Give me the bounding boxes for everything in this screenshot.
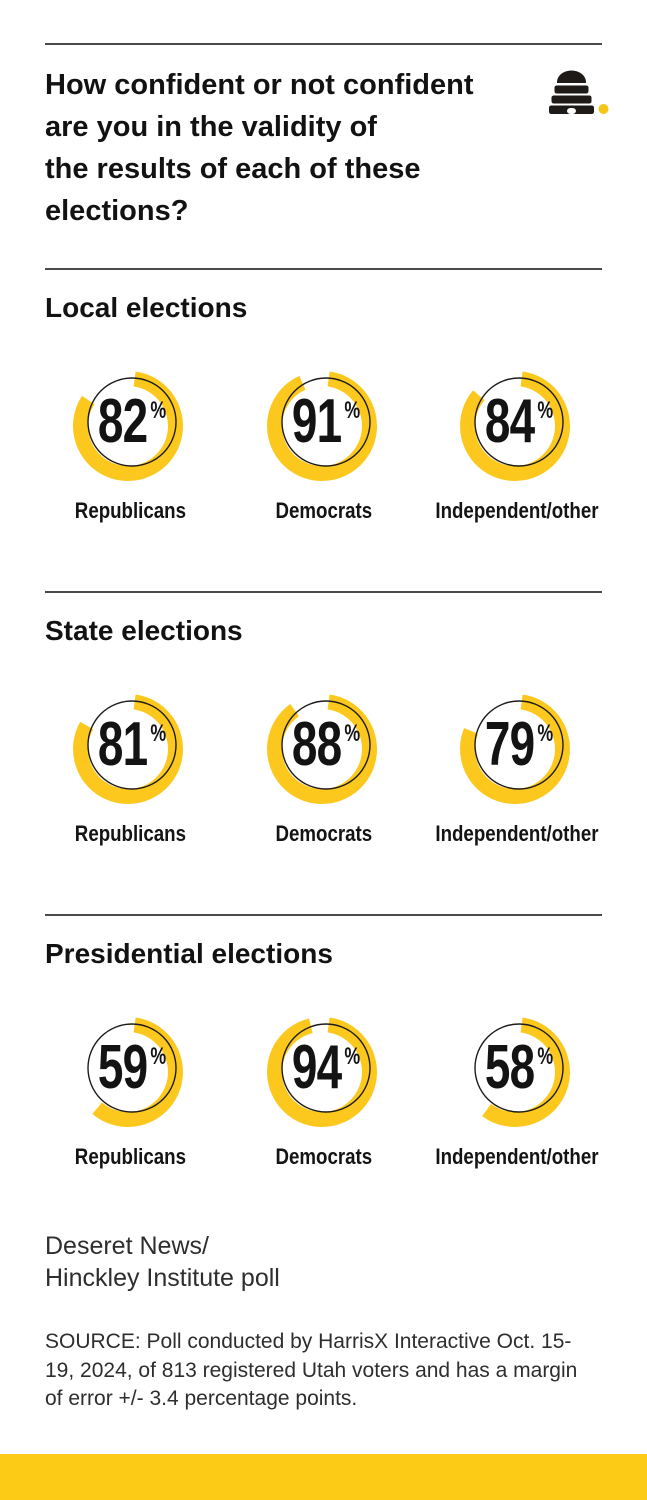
poll-credit: Deseret News/ Hinckley Institute poll — [45, 1230, 280, 1294]
credit-line: Hinckley Institute poll — [45, 1264, 280, 1292]
donut-ring — [460, 1017, 570, 1127]
donut-ring — [460, 371, 570, 481]
group-label-republicans: Republicans — [74, 821, 186, 846]
donut-value: 88% — [291, 710, 361, 779]
donut-ring — [73, 371, 183, 481]
donut-ring — [267, 1017, 377, 1127]
title-line: the results of each of these — [45, 153, 421, 185]
donut-ring — [267, 694, 377, 804]
donut-local-independent: 84% — [455, 362, 579, 486]
donut-value: 94% — [291, 1033, 361, 1102]
percent-sign: % — [537, 1043, 554, 1070]
donut-ring — [73, 1017, 183, 1127]
donut-ring — [267, 371, 377, 481]
group-label-democrats: Democrats — [275, 1144, 373, 1169]
donut-presidential-democrats: 94% — [262, 1008, 386, 1132]
section-rule — [45, 591, 602, 593]
bottom-yellow-bar — [0, 1454, 647, 1500]
group-label-democrats: Democrats — [275, 821, 373, 846]
section-state-elections: State elections 81% 88% 79% Republicans … — [0, 591, 647, 914]
title-line: are you in the validity of — [45, 111, 377, 143]
credit-line: Deseret News/ — [45, 1232, 209, 1260]
donut-state-independent: 79% — [455, 685, 579, 809]
deseret-beehive-logo-icon — [548, 70, 610, 115]
donut-value: 84% — [484, 387, 554, 456]
donut-value: 59% — [97, 1033, 167, 1102]
group-label-republicans: Republicans — [74, 1144, 186, 1169]
group-label-independent: Independent/other — [435, 821, 599, 846]
donut-presidential-republicans: 59% — [68, 1008, 192, 1132]
donut-value: 91% — [291, 387, 361, 456]
group-label-independent: Independent/other — [435, 1144, 599, 1169]
group-label-republicans: Republicans — [74, 498, 186, 523]
logo-yellow-dot — [598, 104, 609, 114]
donut-state-republicans: 81% — [68, 685, 192, 809]
title-line: How confident or not confident — [45, 69, 474, 101]
section-local-elections: Local elections 82% 91% 84% Republicans … — [0, 268, 647, 591]
percent-sign: % — [344, 1043, 361, 1070]
donut-ring — [460, 694, 570, 804]
section-heading: Local elections — [45, 292, 248, 323]
donut-state-democrats: 88% — [262, 685, 386, 809]
group-label-democrats: Democrats — [275, 498, 373, 523]
percent-sign: % — [344, 720, 361, 747]
donut-presidential-independent: 58% — [455, 1008, 579, 1132]
percent-sign: % — [537, 397, 554, 424]
section-rule — [45, 914, 602, 916]
percent-sign: % — [344, 397, 361, 424]
percent-sign: % — [537, 720, 554, 747]
donut-ring — [73, 694, 183, 804]
group-label-independent: Independent/other — [435, 498, 599, 523]
percent-sign: % — [150, 720, 167, 747]
title-line: elections? — [45, 195, 189, 227]
section-rule — [45, 268, 602, 270]
donut-value: 58% — [484, 1033, 554, 1102]
donut-value: 79% — [484, 710, 554, 779]
section-heading: State elections — [45, 615, 243, 646]
percent-sign: % — [150, 1043, 167, 1070]
section-presidential-elections: Presidential elections 59% 94% 58% Repub… — [0, 914, 647, 1237]
donut-local-republicans: 82% — [68, 362, 192, 486]
donut-local-democrats: 91% — [262, 362, 386, 486]
top-rule — [45, 43, 602, 45]
poll-question-title: How confident or not confident are you i… — [45, 64, 474, 232]
source-note: SOURCE: Poll conducted by HarrisX Intera… — [45, 1330, 578, 1410]
donut-value: 81% — [97, 710, 167, 779]
section-heading: Presidential elections — [45, 938, 333, 969]
percent-sign: % — [150, 397, 167, 424]
donut-value: 82% — [97, 387, 167, 456]
